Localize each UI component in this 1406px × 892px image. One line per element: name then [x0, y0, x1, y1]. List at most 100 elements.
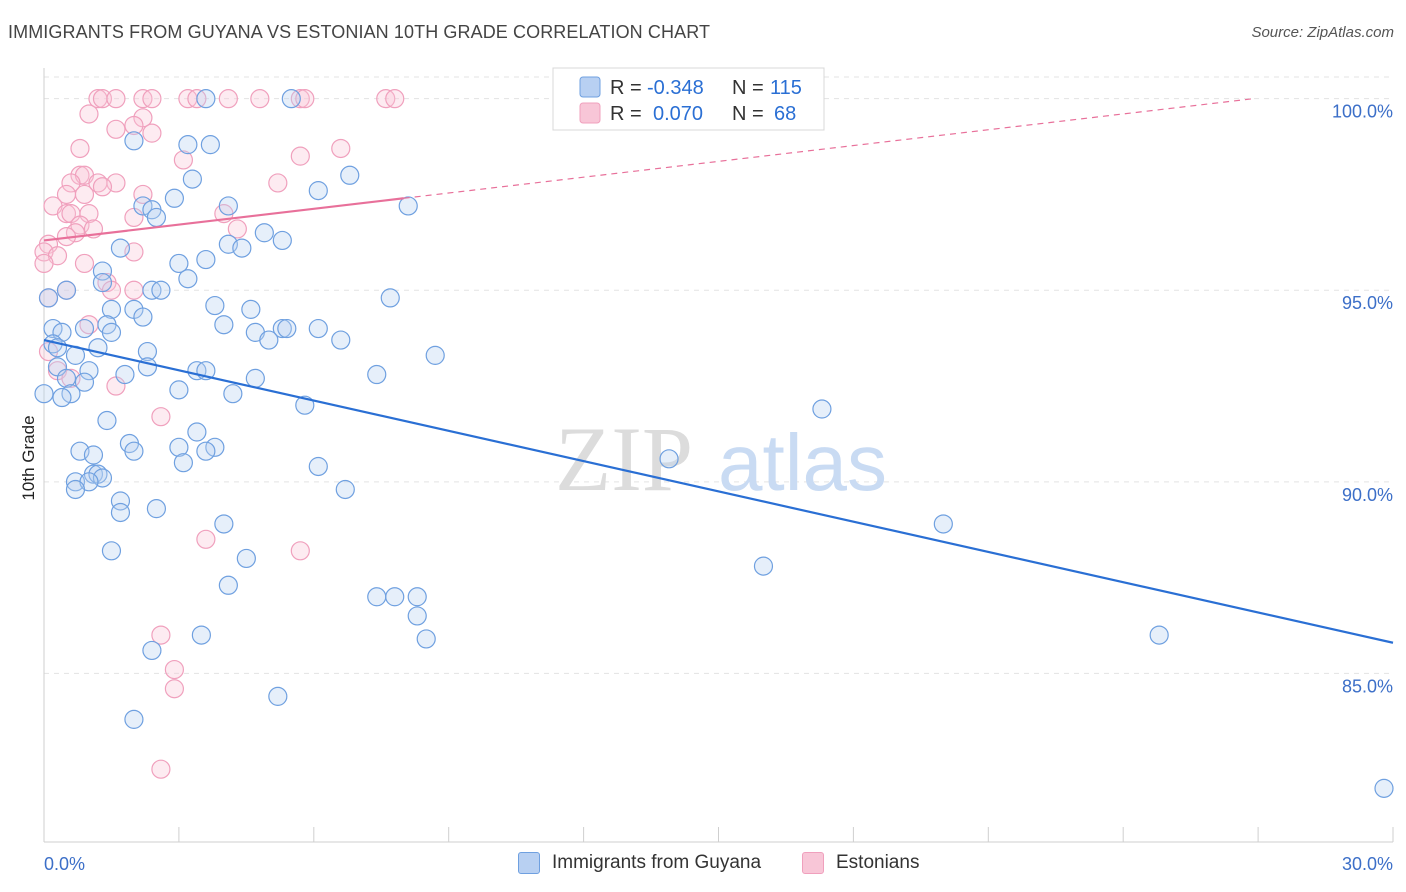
legend-label-guyana: Immigrants from Guyana: [552, 852, 762, 873]
point-blue-94: [236, 548, 256, 569]
y-tick-label-85: 85.0%: [1342, 676, 1393, 696]
point-blue-19: [196, 249, 216, 270]
point-blue-37: [74, 318, 95, 339]
point-blue-61: [74, 372, 95, 392]
point-blue-95: [753, 556, 774, 576]
point-pink-12: [385, 89, 405, 109]
legend-r-label-2: R =: [610, 103, 642, 125]
point-blue-98: [385, 587, 405, 607]
y-axis-label: 10th Grade: [19, 415, 38, 500]
point-blue-17: [232, 238, 252, 258]
chart-source: Source: ZipAtlas.com: [1251, 24, 1394, 41]
point-blue-18: [110, 238, 131, 258]
x-tick-label-max: 30.0%: [1342, 854, 1393, 874]
point-blue-102: [416, 629, 436, 649]
point-blue-39: [272, 318, 292, 339]
point-blue-6: [182, 169, 202, 189]
point-blue-104: [142, 640, 162, 661]
point-blue-107: [1374, 778, 1394, 798]
point-pink-15: [124, 115, 144, 136]
y-tick-label-90: 90.0%: [1342, 485, 1393, 505]
point-blue-0: [196, 89, 216, 109]
point-pink-18: [70, 138, 90, 159]
legend-swatch-guyana: [518, 852, 540, 874]
point-blue-103: [1149, 625, 1169, 645]
point-pink-62: [151, 625, 171, 645]
point-blue-4: [200, 135, 220, 155]
point-blue-33: [133, 307, 153, 327]
point-blue-88: [110, 491, 131, 511]
point-pink-51: [124, 280, 144, 300]
point-pink-17: [142, 123, 162, 143]
point-blue-66: [34, 384, 54, 404]
point-blue-78: [659, 449, 679, 469]
series-guyana: [34, 89, 1394, 798]
legend-r-value-1: -0.348: [647, 77, 704, 99]
point-pink-61: [290, 541, 310, 561]
point-blue-80: [308, 456, 328, 477]
point-pink-63: [164, 659, 185, 680]
legend-n-value-1: 115: [770, 77, 802, 99]
point-blue-76: [83, 445, 104, 465]
point-blue-57: [115, 364, 135, 385]
point-blue-96: [218, 575, 238, 595]
legend-swatch-blue: [579, 76, 601, 98]
point-blue-34: [214, 315, 234, 335]
point-blue-30: [241, 299, 261, 319]
point-blue-40: [277, 318, 297, 339]
point-blue-8: [164, 188, 185, 208]
point-blue-44: [259, 330, 279, 350]
point-blue-63: [223, 384, 243, 404]
y-tick-label-100: 100.0%: [1332, 102, 1393, 122]
point-pink-21: [173, 150, 193, 170]
point-blue-5: [340, 165, 360, 185]
point-blue-51: [425, 345, 445, 365]
point-blue-86: [335, 479, 355, 500]
point-pink-64: [164, 679, 185, 699]
point-blue-58: [367, 364, 387, 385]
point-blue-22: [92, 261, 113, 281]
point-blue-15: [272, 230, 292, 251]
legend-item-estonians[interactable]: Estonians: [802, 852, 919, 874]
legend-n-value-2: 68: [774, 103, 796, 125]
legend-swatch-estonians: [802, 852, 824, 874]
point-pink-31: [92, 177, 113, 197]
legend-item-guyana[interactable]: Immigrants from Guyana: [518, 852, 761, 874]
point-blue-84: [65, 472, 86, 492]
point-blue-53: [137, 357, 158, 377]
point-blue-41: [308, 318, 328, 339]
point-blue-45: [331, 330, 351, 350]
point-blue-32: [101, 299, 122, 319]
point-blue-100: [407, 606, 427, 626]
point-blue-97: [367, 587, 387, 607]
point-pink-28: [133, 184, 153, 205]
point-blue-23: [92, 272, 113, 293]
point-blue-68: [812, 399, 832, 419]
point-pink-16: [106, 119, 126, 139]
point-pink-47: [34, 253, 54, 274]
point-blue-105: [268, 686, 288, 706]
trend-line-estonians: [43, 197, 404, 242]
point-pink-33: [56, 204, 77, 224]
point-blue-90: [933, 514, 953, 534]
stats-legend: R = -0.348 N = 115 R = 0.070 N = 68: [552, 67, 825, 131]
point-blue-49: [137, 341, 158, 362]
point-blue-1: [281, 89, 301, 109]
point-pink-29: [74, 184, 95, 205]
point-blue-79: [173, 453, 193, 473]
point-blue-89: [146, 499, 167, 519]
point-pink-8: [250, 89, 270, 109]
point-blue-7: [308, 181, 328, 201]
point-blue-20: [169, 253, 189, 274]
point-blue-92: [110, 502, 131, 523]
legend-r-value-2: 0.070: [653, 103, 703, 125]
point-blue-99: [407, 587, 427, 607]
point-blue-28: [380, 288, 400, 308]
point-blue-60: [56, 368, 77, 388]
point-blue-29: [205, 295, 225, 316]
trend-line-estonians-extension: [403, 98, 1254, 199]
point-blue-12: [218, 196, 238, 216]
point-blue-87: [65, 479, 86, 500]
point-blue-101: [191, 625, 211, 645]
point-pink-27: [268, 173, 288, 193]
